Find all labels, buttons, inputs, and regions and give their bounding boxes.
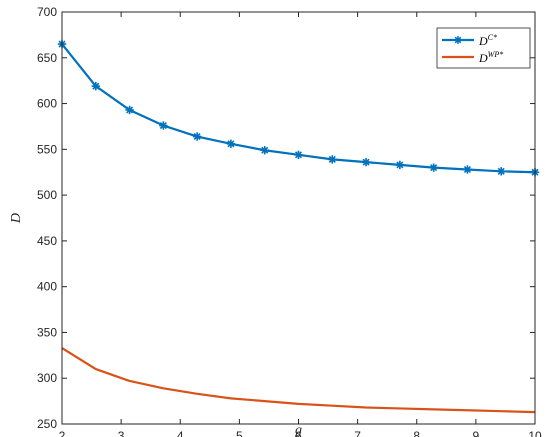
data-point	[429, 163, 438, 172]
axes: 2 3 4 5 6 7 8 9 10 250 300 350 400 450 500 550 600 650 700	[37, 5, 542, 437]
y-tick-label: 600	[37, 97, 57, 111]
legend-box	[436, 27, 531, 69]
data-point	[328, 155, 337, 164]
y-tick-label: 450	[37, 234, 57, 248]
y-tick-label: 550	[37, 142, 57, 156]
plot-background	[62, 12, 535, 424]
x-tick-label: 9	[473, 429, 480, 437]
data-point	[294, 150, 303, 160]
data-point	[497, 167, 506, 176]
y-tick-label: 700	[37, 5, 57, 19]
data-point	[260, 146, 269, 155]
data-point	[91, 81, 100, 91]
x-tick-label: 10	[528, 429, 542, 437]
x-tick-label: 6	[295, 429, 302, 437]
y-tick-label: 400	[37, 280, 57, 294]
data-point	[226, 139, 236, 149]
x-tick-label: 2	[59, 429, 66, 437]
x-tick-label: 7	[354, 429, 361, 437]
x-tick-label: 4	[177, 429, 184, 437]
x-axis-label: g	[295, 423, 302, 437]
x-tick-label: 8	[413, 429, 420, 437]
data-point	[125, 105, 134, 115]
legend-label: DC*	[478, 33, 497, 48]
legend-label: DWP*	[478, 50, 503, 65]
y-tick-label: 350	[37, 325, 57, 339]
x-tick-label: 3	[118, 429, 125, 437]
plot-area	[62, 12, 535, 424]
y-tick-label: 650	[37, 51, 57, 65]
series-group	[57, 39, 540, 414]
data-point	[192, 132, 202, 141]
series-2	[61, 347, 536, 414]
data-point	[463, 165, 472, 174]
y-axis-label: D	[9, 213, 24, 224]
data-point	[159, 121, 168, 130]
x-tick-label: 5	[236, 429, 243, 437]
y-tick-label: 300	[37, 371, 57, 385]
data-point	[361, 157, 371, 167]
legend-item-2: DWP*	[442, 50, 503, 65]
legend: DC* DWP*	[436, 27, 531, 69]
series-1	[57, 39, 540, 177]
series-line	[61, 347, 536, 414]
legend-marker	[454, 36, 462, 44]
y-tick-label: 500	[37, 188, 57, 202]
y-tick-label: 250	[37, 417, 57, 431]
data-point	[395, 160, 405, 170]
legend-item-1: DC*	[442, 33, 497, 48]
